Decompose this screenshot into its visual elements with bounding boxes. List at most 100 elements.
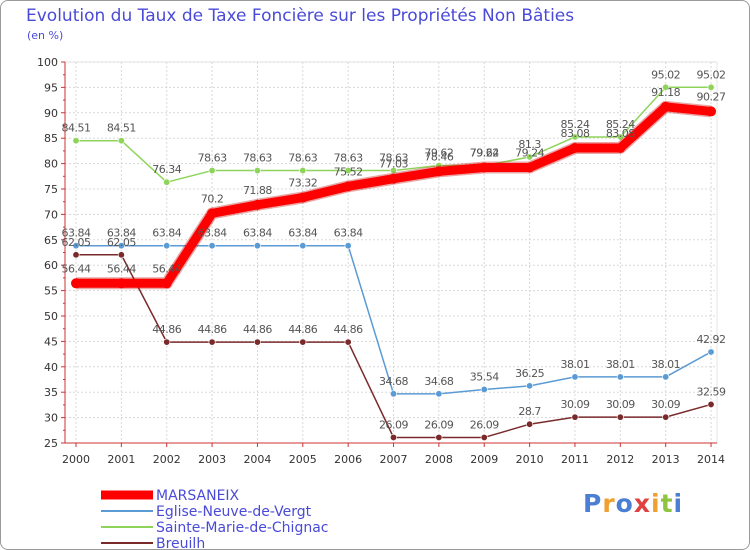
axes: 25 30 35 40 45 50 55 60 65 70 75 80 85 90 95 100 2000 200… [37,56,725,466]
data-point [526,420,534,428]
data-point [615,142,626,153]
x-tick-label: 2002 [153,453,181,466]
data-label: 38.01 [560,358,589,371]
data-point [344,338,352,346]
data-point [660,101,671,112]
y-tick-label: 55 [44,285,58,298]
data-point [435,390,443,398]
y-axis-unit: (en %) [27,29,64,42]
data-point [72,137,80,145]
data-label: 79.24 [470,146,499,159]
data-point [163,242,171,250]
data-label: 38.01 [651,358,680,371]
data-label: 81.3 [518,138,541,151]
data-label: 73.32 [288,177,317,190]
data-label: 76.34 [152,163,181,176]
x-tick-label: 2009 [470,453,498,466]
y-tick-label: 50 [44,310,58,323]
data-point [435,433,443,441]
data-label: 79.62 [424,147,453,160]
data-label: 44.86 [334,323,363,336]
x-tick-label: 2004 [243,453,271,466]
data-point [706,106,717,117]
data-label: 63.84 [243,227,272,240]
data-point [707,400,715,408]
data-label: 34.68 [379,375,408,388]
data-point [253,242,261,250]
x-tick-label: 2000 [62,453,90,466]
data-point [72,242,80,250]
data-point [297,192,308,203]
data-point [253,167,261,175]
x-tick-label: 2010 [516,453,544,466]
data-point [390,390,398,398]
data-label: 70.2 [201,192,224,205]
data-label: 78.63 [198,152,227,165]
x-tick-label: 2014 [697,453,725,466]
data-point [207,208,218,219]
data-label: 42.92 [697,333,726,346]
data-label: 56.44 [107,262,136,275]
x-tick-label: 2007 [380,453,408,466]
y-tick-label: 80 [44,158,58,171]
data-label: 85.24 [560,118,589,131]
data-label: 44.86 [288,323,317,336]
data-label: 78.63 [379,152,408,165]
data-label: 75.52 [334,165,363,178]
data-label: 44.86 [243,323,272,336]
data-label: 26.09 [379,418,408,431]
logo-letter: o [615,489,634,518]
data-point [390,433,398,441]
legend: MARSANEIXEglise-Neuve-de-VergtSainte-Mar… [101,488,328,549]
data-point [252,199,263,210]
data-point [526,382,534,390]
data-label: 85.24 [606,118,635,131]
data-point [71,278,81,289]
data-point [344,242,352,250]
data-point [616,413,624,421]
data-point [662,413,670,421]
data-label: 44.86 [152,323,181,336]
data-label: 36.25 [515,367,544,380]
data-point [299,242,307,250]
x-tick-label: 2013 [652,453,680,466]
logo-letter: t [660,489,674,518]
data-point [163,338,171,346]
data-label: 83.08 [606,127,635,140]
data-point [662,83,670,91]
data-point [524,162,535,173]
data-label: 26.09 [470,418,499,431]
data-label: 44.86 [198,323,227,336]
data-point [299,167,307,175]
data-point [344,167,352,175]
logo-letter: r [602,489,616,518]
x-tick-label: 2003 [198,453,226,466]
data-label: 32.59 [697,385,726,398]
data-point [616,373,624,381]
data-label: 84.51 [107,122,136,135]
data-label: 63.84 [62,227,91,240]
legend-label: Sainte-Marie-de-Chignac [156,520,328,536]
data-labels: 62.05 62.05 44.86 44.86 44.86 44.86 44.86 26.09… [62,68,727,431]
y-tick-label: 75 [44,183,58,196]
data-point [208,167,216,175]
logo-letter: i [651,489,661,518]
x-tick-label: 2006 [334,453,362,466]
x-tick-label: 2005 [289,453,317,466]
data-label: 71.88 [243,184,272,197]
y-tick-label: 45 [44,335,58,348]
x-tick-label: 2012 [606,453,634,466]
data-point [208,338,216,346]
data-label: 35.54 [470,370,499,383]
y-tick-label: 60 [44,259,58,272]
data-label: 91.18 [651,86,680,99]
data-point [480,433,488,441]
data-point [480,385,488,393]
data-label: 84.51 [62,122,91,135]
legend-label: MARSANEIX [156,488,240,504]
data-label: 34.68 [424,375,453,388]
data-label: 95.02 [651,68,680,81]
data-point [388,173,399,184]
data-label: 26.09 [424,418,453,431]
